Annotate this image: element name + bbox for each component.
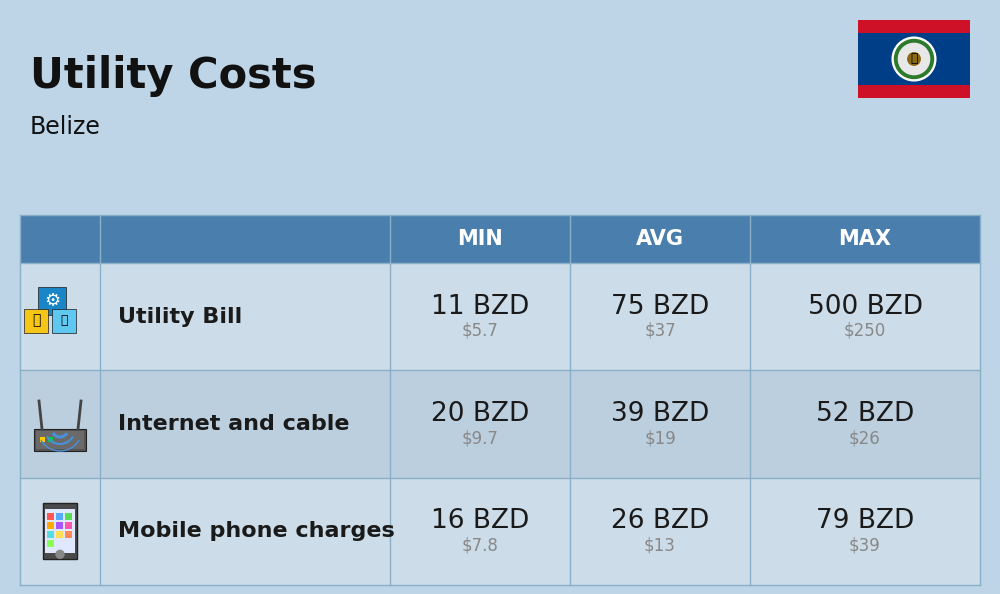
Text: 52 BZD: 52 BZD: [816, 401, 914, 427]
Text: 20 BZD: 20 BZD: [431, 401, 529, 427]
Bar: [52, 309, 76, 333]
Text: 16 BZD: 16 BZD: [431, 508, 529, 535]
Circle shape: [56, 550, 64, 558]
Bar: [20, 215, 980, 263]
Text: $13: $13: [644, 536, 676, 554]
Text: Utility Bill: Utility Bill: [118, 307, 242, 327]
Text: $19: $19: [644, 429, 676, 447]
Text: 500 BZD: 500 BZD: [808, 293, 922, 320]
Text: $39: $39: [849, 536, 881, 554]
Bar: [47, 513, 54, 520]
Bar: [56, 522, 63, 529]
Bar: [47, 541, 54, 547]
Bar: [56, 513, 63, 520]
Bar: [65, 522, 72, 529]
Bar: [34, 429, 86, 451]
Bar: [47, 522, 54, 529]
Bar: [47, 532, 54, 538]
Text: $37: $37: [644, 322, 676, 340]
Text: 39 BZD: 39 BZD: [611, 401, 709, 427]
Text: 79 BZD: 79 BZD: [816, 508, 914, 535]
Text: 75 BZD: 75 BZD: [611, 293, 709, 320]
Text: Belize: Belize: [30, 115, 101, 139]
Text: MIN: MIN: [457, 229, 503, 249]
Bar: [36, 431, 84, 449]
Text: Internet and cable: Internet and cable: [118, 414, 350, 434]
Bar: [48, 437, 53, 442]
Bar: [65, 513, 72, 520]
Text: AVG: AVG: [636, 229, 684, 249]
Bar: [43, 503, 77, 560]
Text: $250: $250: [844, 322, 886, 340]
Circle shape: [895, 39, 934, 78]
Bar: [65, 532, 72, 538]
Bar: [858, 20, 970, 98]
Text: $5.7: $5.7: [462, 322, 498, 340]
Text: $7.8: $7.8: [462, 536, 498, 554]
Circle shape: [898, 43, 930, 75]
Text: ⚙: ⚙: [44, 292, 60, 309]
Bar: [20, 263, 980, 370]
Bar: [56, 532, 63, 538]
Text: 🔌: 🔌: [32, 314, 40, 328]
Text: MAX: MAX: [838, 229, 892, 249]
Circle shape: [892, 37, 936, 81]
Text: 11 BZD: 11 BZD: [431, 293, 529, 320]
Bar: [40, 437, 45, 442]
Bar: [24, 309, 48, 333]
Circle shape: [908, 53, 920, 65]
Text: 💧: 💧: [60, 314, 68, 327]
Text: Utility Costs: Utility Costs: [30, 55, 316, 97]
Bar: [858, 85, 970, 98]
Bar: [45, 509, 75, 554]
Bar: [858, 20, 970, 33]
Text: Mobile phone charges: Mobile phone charges: [118, 522, 395, 541]
Text: $26: $26: [849, 429, 881, 447]
Bar: [20, 478, 980, 585]
Text: 26 BZD: 26 BZD: [611, 508, 709, 535]
Bar: [20, 370, 980, 478]
Text: 🌿: 🌿: [910, 52, 918, 65]
Bar: [38, 287, 66, 315]
Text: $9.7: $9.7: [462, 429, 498, 447]
